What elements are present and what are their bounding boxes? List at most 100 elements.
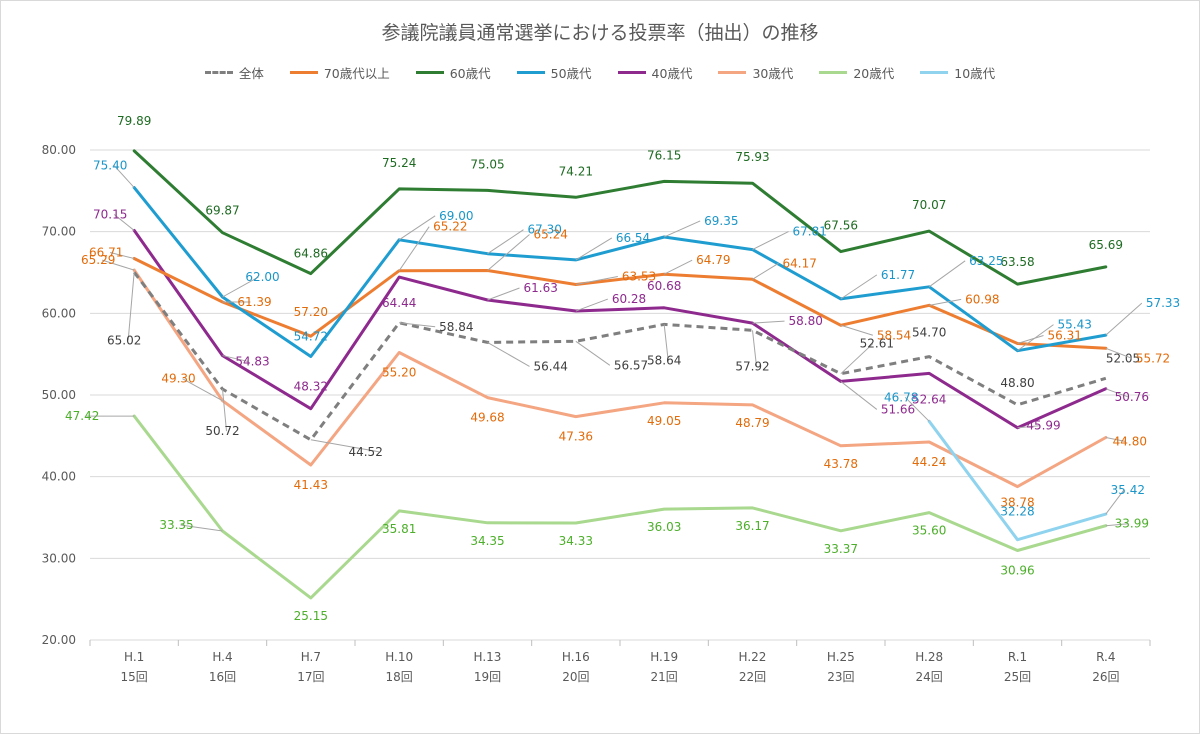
data-label: 49.68 xyxy=(470,411,504,425)
data-label: 63.58 xyxy=(1000,255,1034,269)
series-line-5 xyxy=(132,268,1108,489)
data-label: 67.81 xyxy=(793,225,827,239)
data-labels-7: 46.78 32.28 35.42 xyxy=(884,390,1145,518)
data-label: 49.30 xyxy=(161,372,195,386)
data-label: 56.57 xyxy=(614,358,648,372)
leader-line xyxy=(752,320,785,324)
leader-line xyxy=(399,322,436,328)
leader-line xyxy=(398,226,430,271)
data-label: 55.20 xyxy=(382,366,416,380)
y-tick-label: 70.00 xyxy=(42,225,76,239)
data-label: 32.28 xyxy=(1000,505,1034,519)
data-label: 47.42 xyxy=(65,409,99,423)
legend-swatch xyxy=(516,70,545,74)
x-tick-sublabel: 23回 xyxy=(827,670,854,684)
leader-line xyxy=(487,229,524,255)
legend-label: 30歳代 xyxy=(752,65,794,81)
data-label: 44.80 xyxy=(1113,434,1147,448)
leader-line xyxy=(1017,324,1054,352)
series-line-1 xyxy=(132,257,1108,350)
x-axis xyxy=(89,640,1151,646)
x-tick-label: R.1 xyxy=(1008,650,1027,664)
data-label: 75.05 xyxy=(470,157,504,171)
leader-line xyxy=(752,330,757,367)
data-label: 61.39 xyxy=(237,295,271,309)
data-label: 64.44 xyxy=(382,296,416,310)
data-label: 56.31 xyxy=(1048,328,1082,342)
data-label: 49.05 xyxy=(647,414,681,428)
data-label: 70.15 xyxy=(93,207,127,221)
data-label: 57.92 xyxy=(735,359,769,373)
data-label: 25.15 xyxy=(294,609,328,623)
data-label: 52.64 xyxy=(912,392,946,406)
leader-line xyxy=(575,237,613,261)
data-label: 69.00 xyxy=(439,209,473,223)
x-tick-sublabel: 18回 xyxy=(386,670,413,684)
legend-item: 50歳代 xyxy=(516,62,592,82)
data-label: 44.52 xyxy=(348,445,382,459)
leader-line xyxy=(840,381,878,410)
x-tick-sublabel: 19回 xyxy=(474,670,501,684)
data-label: 35.81 xyxy=(382,522,416,536)
data-label: 67.56 xyxy=(824,219,858,233)
legend-swatch xyxy=(819,70,848,74)
legend-item: 60歳代 xyxy=(415,62,491,82)
x-tick-label: H.4 xyxy=(212,650,232,664)
leader-line xyxy=(575,298,609,312)
leader-line xyxy=(575,276,618,285)
legend-item: 20歳代 xyxy=(819,62,894,82)
data-label: 47.36 xyxy=(559,430,593,444)
leader-line xyxy=(575,340,611,366)
data-labels-5: 65.29 49.30 41.43 55.20 49.68 47.36 49.05 48.79… xyxy=(81,253,1147,509)
series-line-7 xyxy=(927,419,1108,542)
y-tick-label: 50.00 xyxy=(42,388,76,402)
x-tick-sublabel: 17回 xyxy=(297,670,324,684)
leader-line xyxy=(487,341,530,367)
leader-line xyxy=(904,396,930,422)
data-label: 75.40 xyxy=(93,159,127,173)
leader-line xyxy=(1105,388,1129,398)
data-labels-1: 66.71 61.39 57.20 65.22 65.24 63.53 64.79 64.17… xyxy=(89,220,1170,366)
data-label: 67.30 xyxy=(528,223,562,237)
data-label: 43.78 xyxy=(824,457,858,471)
x-tick-sublabel: 25回 xyxy=(1004,670,1031,684)
data-label: 33.35 xyxy=(159,518,193,532)
leader-line xyxy=(1105,302,1143,336)
data-label: 58.54 xyxy=(877,328,911,342)
legend-item: 10歳代 xyxy=(920,62,995,82)
legend-swatch xyxy=(415,70,444,74)
data-label: 65.29 xyxy=(81,253,115,267)
leader-line xyxy=(929,298,962,306)
legend-label: 10歳代 xyxy=(954,65,996,81)
legend-item: 40歳代 xyxy=(617,62,693,82)
data-label: 65.02 xyxy=(107,333,141,347)
legend-label: 40歳代 xyxy=(651,65,693,81)
data-label: 54.72 xyxy=(294,329,328,343)
data-label: 58.64 xyxy=(647,353,681,367)
leader-line xyxy=(113,165,135,188)
y-tick-label: 80.00 xyxy=(42,143,76,157)
data-labels-3: 75.40 62.00 54.72 69.00 67.30 66.54 69.35 67.81… xyxy=(93,159,1180,352)
x-tick-label: H.1 xyxy=(124,650,144,664)
data-label: 64.17 xyxy=(783,256,817,270)
data-label: 75.24 xyxy=(382,156,416,170)
data-label: 58.84 xyxy=(439,320,473,334)
data-label: 52.05 xyxy=(1106,351,1140,365)
data-label: 48.79 xyxy=(735,416,769,430)
data-label: 56.44 xyxy=(534,359,568,373)
data-label: 65.22 xyxy=(433,220,467,234)
x-tick-label: H.7 xyxy=(301,650,321,664)
legend-item: 全体 xyxy=(204,62,264,82)
leader-line xyxy=(752,231,789,250)
data-label: 65.24 xyxy=(534,228,568,242)
leader-line xyxy=(102,259,135,271)
data-label: 54.70 xyxy=(912,326,946,340)
leader-line xyxy=(928,260,966,288)
data-label: 60.98 xyxy=(965,292,999,306)
legend-item: 30歳代 xyxy=(718,62,793,82)
leader-line xyxy=(113,214,135,231)
leader-line xyxy=(1017,425,1040,429)
data-label: 45.99 xyxy=(1026,419,1060,433)
data-label: 35.60 xyxy=(912,524,946,538)
y-tick-label: 30.00 xyxy=(42,551,76,565)
